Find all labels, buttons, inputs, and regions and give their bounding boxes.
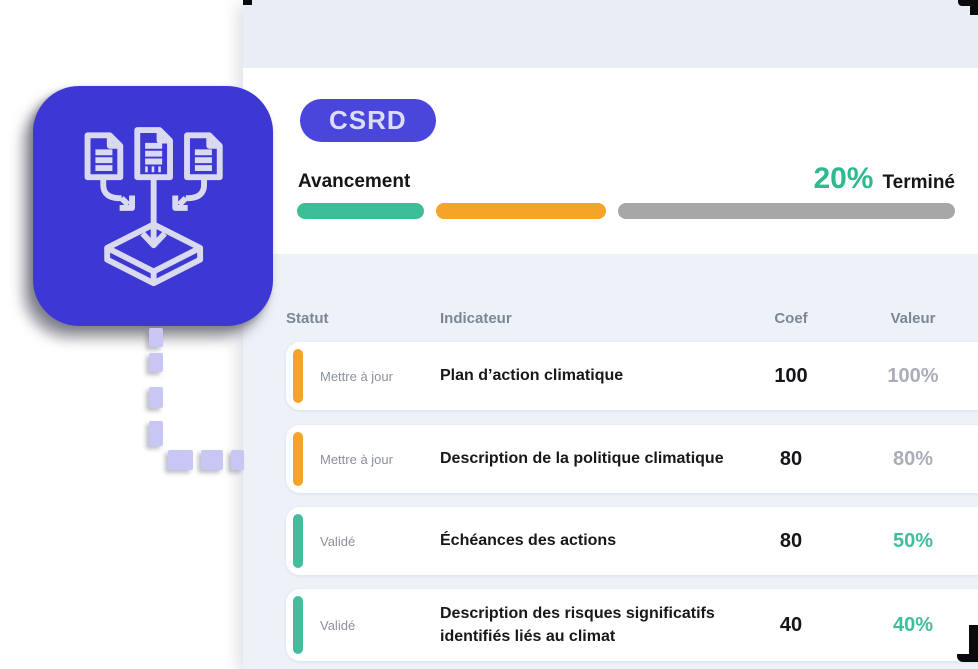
coef-value: 80: [779, 529, 803, 552]
indicator-label: Description des risques significatifs id…: [440, 604, 715, 645]
column-header-valeur: Valeur: [890, 310, 936, 327]
progress-percent: 20%: [813, 162, 874, 195]
coef-value: 100: [774, 364, 808, 387]
cropped-fragment: [958, 0, 978, 6]
indicator-label: Description de la politique climatique: [440, 450, 724, 468]
csrd-badge: CSRD: [300, 99, 436, 142]
progress-label: Avancement: [298, 171, 411, 192]
status-pill: [293, 596, 303, 654]
connector-dash: [168, 450, 193, 470]
status-label: Validé: [320, 617, 356, 633]
status-label: Mettre à jour: [320, 451, 393, 467]
table-row[interactable]: Validé Description des risques significa…: [286, 589, 978, 661]
coef-value: 40: [779, 613, 803, 636]
status-label: Validé: [320, 533, 356, 549]
cropped-fragment: [243, 0, 252, 5]
status-pill: [293, 514, 303, 568]
table-row[interactable]: Mettre à jour Description de la politiqu…: [286, 425, 978, 493]
valeur-value: 100%: [887, 364, 939, 387]
valeur-value: 50%: [892, 529, 934, 552]
cropped-fragment: [957, 654, 978, 662]
valeur-value: 80%: [892, 447, 934, 470]
documents-merge-icon: [84, 127, 223, 287]
cropped-fragment: [969, 625, 978, 662]
progress-bar: [297, 203, 955, 219]
connector-dash: [149, 421, 163, 446]
coef-value: 80: [779, 447, 803, 470]
progress-done-label: Terminé: [882, 172, 955, 193]
panel-header-band: [243, 0, 978, 68]
connector-dash: [149, 328, 163, 347]
status-pill: [293, 432, 303, 486]
progress-segment-remaining: [618, 203, 955, 219]
connector-dash: [149, 387, 163, 408]
documents-merge-card: [33, 86, 273, 326]
connector-dash: [149, 353, 163, 372]
connector-dash: [231, 450, 244, 470]
valeur-value: 40%: [892, 613, 934, 636]
column-header-statut: Statut: [286, 310, 329, 327]
table-row[interactable]: Validé Échéances des actions 80 50%: [286, 507, 978, 575]
indicator-label: Échéances des actions: [440, 532, 617, 550]
progress-segment-completed: [297, 203, 424, 219]
status-label: Mettre à jour: [320, 368, 393, 384]
table-row[interactable]: Mettre à jour Plan d’action climatique 1…: [286, 342, 978, 410]
indicator-label: Plan d’action climatique: [440, 367, 624, 385]
cropped-fragment: [970, 0, 978, 15]
progress-status: 20% Terminé: [813, 162, 955, 196]
status-pill: [293, 349, 303, 403]
column-header-indicateur: Indicateur: [440, 310, 512, 327]
progress-segment-in-progress: [436, 203, 606, 219]
column-header-coef: Coef: [774, 310, 808, 327]
connector-dash: [201, 450, 223, 470]
